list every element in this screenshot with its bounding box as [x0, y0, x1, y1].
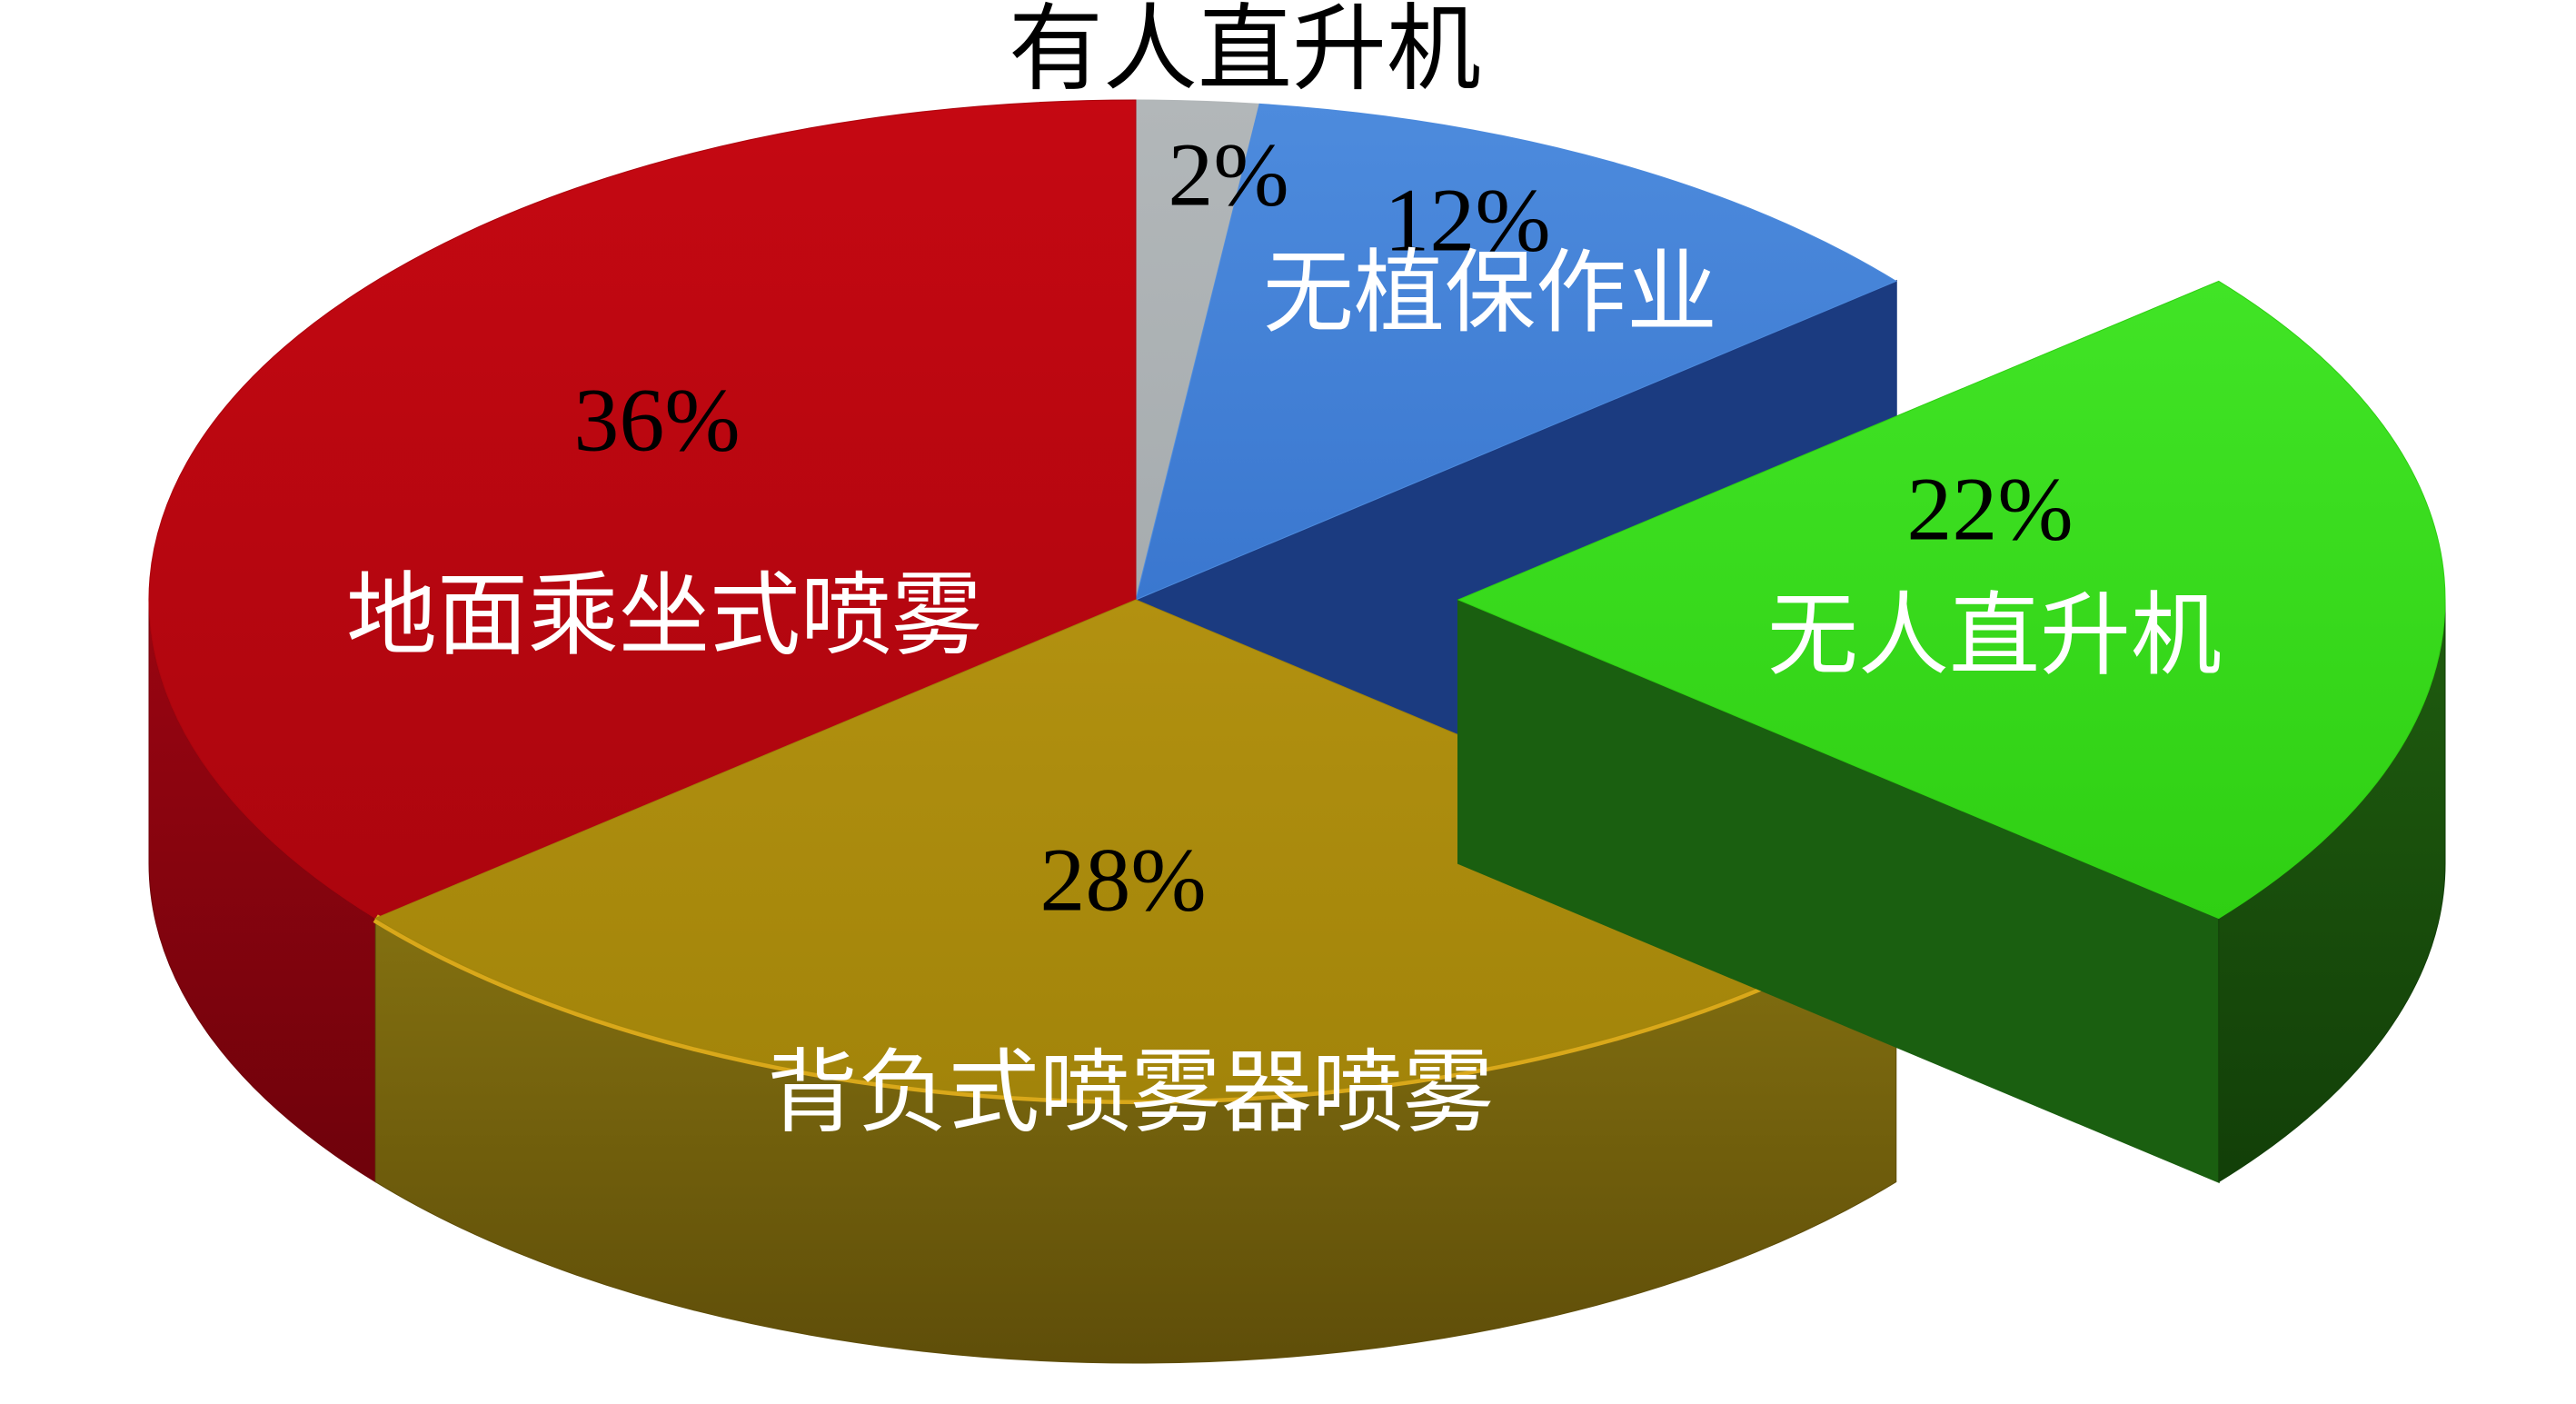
pie-slices-group [148, 99, 2446, 1364]
slice-no-plant-protection-operation-name-label: 无植保作业 [1263, 244, 1717, 344]
slice-manned-helicopter-pct-label: 2% [1168, 124, 1288, 225]
slice-ground-ride-on-spraying-pct-label: 36% [573, 370, 740, 471]
slice-ground-ride-on-spraying-top [148, 99, 1137, 920]
slice-no-plant-protection-operation-pct-label: 12% [1384, 170, 1550, 271]
slice-backpack-sprayer-spraying-name-label: 背负式喷雾器喷雾 [767, 1043, 1494, 1144]
slice-unmanned-helicopter-top [1457, 280, 2446, 920]
slice-no-plant-protection-operation-top [1135, 103, 1897, 601]
slice-manned-helicopter-name-label: 有人直升机 [1009, 0, 1481, 103]
slice-ground-ride-on-spraying-name-label: 地面乘坐式喷雾 [346, 566, 982, 667]
slice-backpack-sprayer-spraying-pct-label: 28% [1039, 830, 1206, 931]
pie-labels-group: 2% 有人直升机 12%无植保作业 22% 无人直升机 28% 背负式喷雾器喷雾 36% 地面乘… [346, 0, 2222, 1144]
slice-backpack-sprayer-spraying-top [374, 599, 1897, 1100]
slice-unmanned-helicopter-name-label: 无人直升机 [1767, 586, 2222, 687]
slice-unmanned-helicopter-pct-label: 22% [1906, 459, 2073, 560]
